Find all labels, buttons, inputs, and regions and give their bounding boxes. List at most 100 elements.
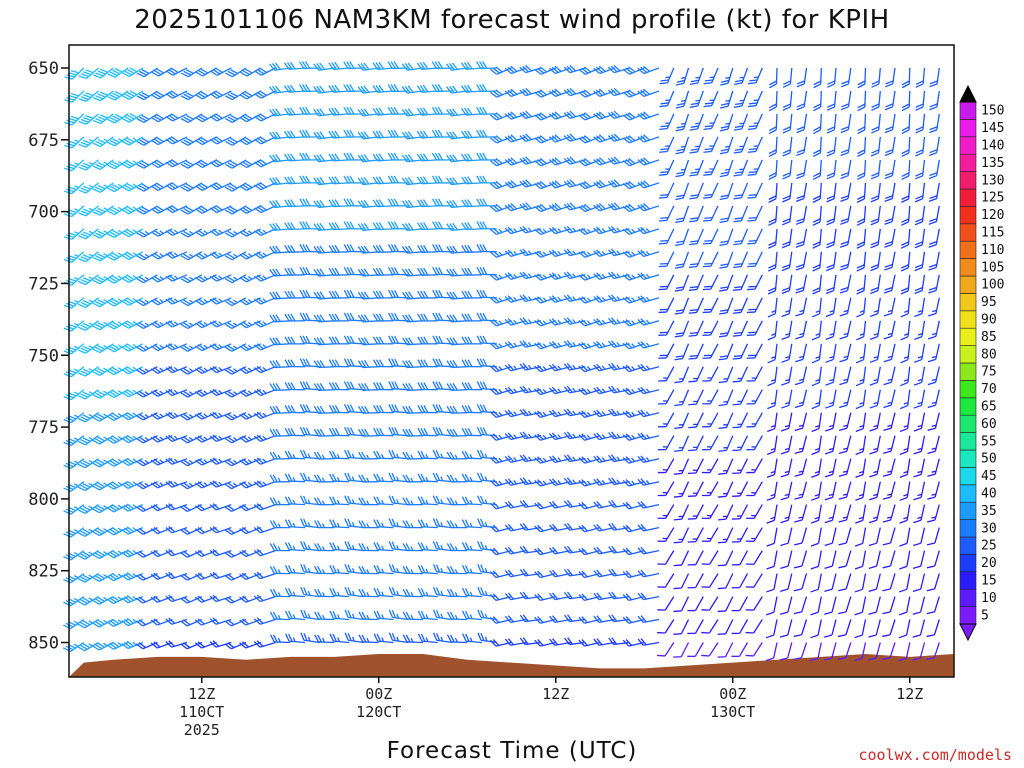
wind-barb <box>548 134 571 143</box>
wind-barb <box>253 366 276 374</box>
wind-barb <box>622 593 645 602</box>
wind-barb <box>578 456 601 464</box>
wind-barb <box>504 546 527 555</box>
wind-barb <box>284 427 306 437</box>
wind-barb <box>78 274 99 286</box>
wind-barb <box>388 472 409 483</box>
wind-barb <box>608 477 630 486</box>
wind-barb <box>358 611 379 621</box>
wind-barb <box>284 290 306 299</box>
wind-barb <box>519 202 542 211</box>
wind-barb <box>899 435 911 456</box>
wind-barb <box>77 343 99 354</box>
wind-barb <box>548 249 571 258</box>
wind-barb <box>637 272 660 280</box>
wind-barb <box>593 157 616 166</box>
wind-barb <box>767 274 778 295</box>
wind-barb <box>871 113 881 134</box>
wind-barb <box>313 291 335 300</box>
wind-barb <box>313 245 335 254</box>
wind-barb <box>688 366 704 383</box>
wind-barb <box>747 228 763 245</box>
wind-barb <box>674 297 690 315</box>
wind-barb <box>209 343 232 351</box>
wind-barb <box>504 226 527 235</box>
wind-barb <box>824 596 837 615</box>
wind-barb <box>284 450 306 460</box>
wind-barb <box>782 182 793 203</box>
wind-barb <box>150 412 173 420</box>
wind-barb <box>253 343 276 351</box>
wind-barb <box>899 458 911 479</box>
wind-barb <box>915 90 926 111</box>
wind-barb <box>329 519 350 529</box>
wind-barb <box>578 547 601 556</box>
wind-barb <box>269 337 291 346</box>
wind-barb <box>608 362 630 371</box>
wind-barb <box>578 410 601 418</box>
x-tick-label: 2025 <box>184 721 220 739</box>
wind-barb <box>64 182 85 195</box>
wind-barb <box>461 336 483 345</box>
wind-barb <box>504 202 527 212</box>
wind-barb <box>870 297 881 318</box>
colorbar-top-arrow <box>959 84 977 103</box>
wind-barb <box>92 251 114 262</box>
wind-barb <box>731 573 749 589</box>
wind-barb <box>299 404 320 414</box>
wind-barb <box>239 113 262 123</box>
wind-barb <box>461 244 483 253</box>
colorbar-label: 30 <box>981 521 997 536</box>
wind-barb <box>269 222 291 231</box>
colorbar-label: 75 <box>981 365 997 380</box>
wind-barb <box>446 177 468 186</box>
colorbar-swatch <box>959 240 977 259</box>
wind-barb <box>855 389 867 410</box>
wind-barb <box>732 458 749 475</box>
wind-barb <box>253 503 276 511</box>
wind-barb <box>673 527 690 544</box>
wind-barb <box>150 595 173 603</box>
wind-barb <box>702 251 719 268</box>
wind-barb <box>284 153 306 162</box>
wind-barb <box>782 136 793 157</box>
wind-barb <box>534 227 557 236</box>
wind-barb <box>476 175 497 184</box>
wind-barb <box>856 159 867 181</box>
wind-barb <box>63 274 85 286</box>
wind-barb <box>548 157 571 166</box>
wind-barb <box>78 182 99 194</box>
colorbar-label: 130 <box>981 173 1004 188</box>
wind-barb <box>92 228 114 239</box>
wind-barb <box>826 113 837 134</box>
wind-barb <box>927 435 940 454</box>
wind-barb <box>300 564 320 575</box>
wind-barb <box>194 618 217 626</box>
wind-barb <box>209 228 232 237</box>
wind-barb <box>883 412 896 432</box>
wind-barb <box>209 297 232 305</box>
wind-barb <box>489 227 512 236</box>
wind-barb <box>461 153 483 162</box>
wind-barb <box>796 159 808 180</box>
wind-barb <box>372 107 394 116</box>
wind-barb <box>150 481 173 489</box>
wind-barb <box>343 312 365 322</box>
wind-barb <box>674 343 690 361</box>
wind-barb <box>637 523 660 532</box>
credit-text[interactable]: coolwx.com/models <box>858 746 1012 764</box>
wind-barb <box>224 274 247 284</box>
wind-barb <box>477 609 497 621</box>
wind-barb <box>314 566 335 575</box>
wind-barb <box>64 113 85 126</box>
wind-barb <box>121 67 144 78</box>
wind-barb <box>328 61 350 71</box>
wind-barb <box>837 619 852 638</box>
wind-barb <box>121 159 144 169</box>
wind-barb <box>489 456 512 464</box>
wind-barb <box>344 472 365 483</box>
wind-barb <box>136 136 158 146</box>
wind-barb <box>357 360 379 369</box>
wind-barb <box>794 389 808 409</box>
colorbar-label: 40 <box>981 487 997 502</box>
